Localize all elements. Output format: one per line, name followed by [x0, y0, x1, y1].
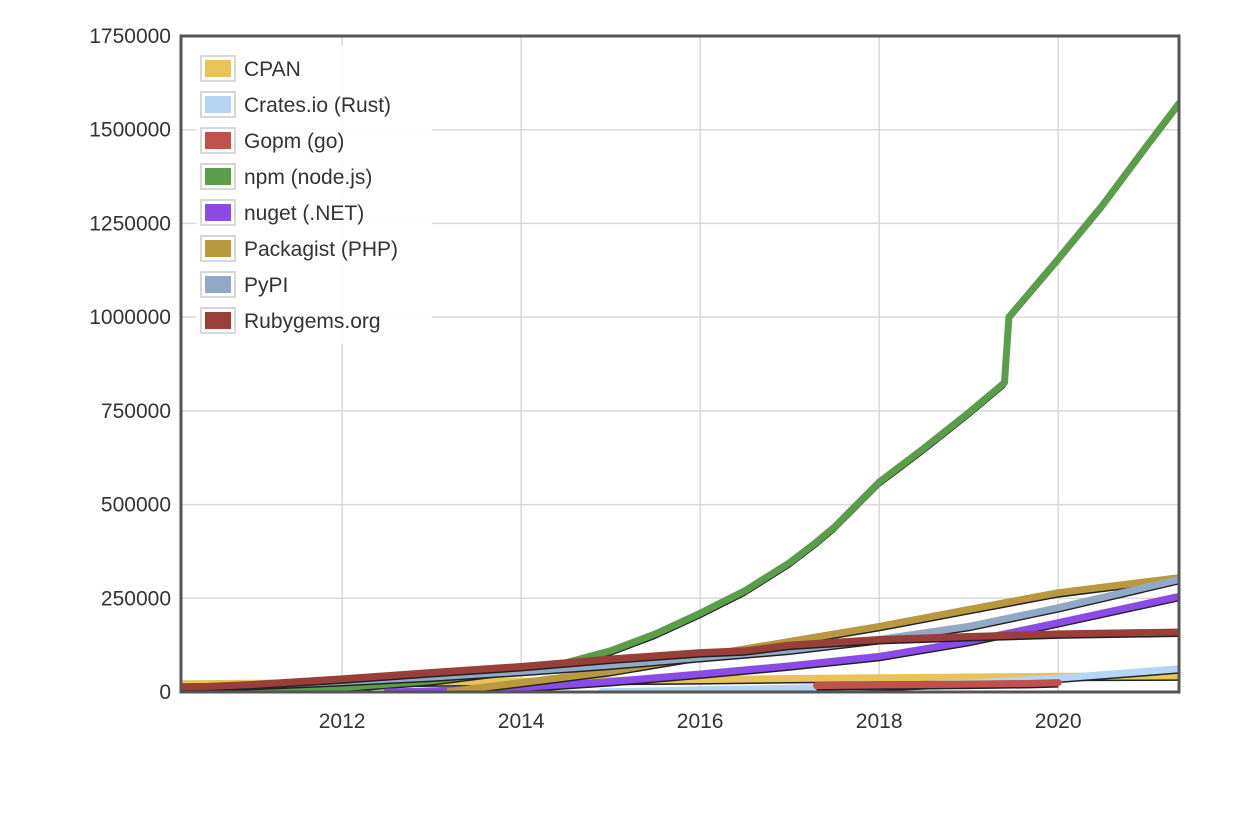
y-tick-label: 1750000: [89, 25, 171, 48]
series-shadow-gopm-go: [816, 685, 1059, 691]
legend-box: [196, 46, 432, 344]
x-tick-label: 2012: [319, 710, 366, 733]
legend-label: Packagist (PHP): [244, 238, 398, 261]
y-tick-label: 1000000: [89, 306, 171, 329]
legend-label: Rubygems.org: [244, 310, 381, 333]
plot-frame: [179, 34, 1181, 694]
legend-swatch: [205, 276, 231, 293]
series-line-packagist-php: [446, 574, 1179, 692]
y-tick-label: 750000: [101, 400, 171, 423]
legend-label: CPAN: [244, 58, 301, 81]
y-tick-label: 1250000: [89, 212, 171, 235]
legend-swatch: [205, 312, 231, 329]
x-tick-label: 2020: [1035, 710, 1082, 733]
legend-swatch: [205, 96, 231, 113]
legend-label: Gopm (go): [244, 130, 344, 153]
series-shadow-rubygems-org: [181, 635, 1179, 692]
y-tick-label: 0: [159, 681, 171, 704]
y-tick-label: 250000: [101, 587, 171, 610]
legend-swatch: [205, 60, 231, 77]
legend-swatch: [205, 132, 231, 149]
legend-swatch: [205, 240, 231, 257]
legend-label: npm (node.js): [244, 166, 372, 189]
legend-label: nuget (.NET): [244, 202, 364, 225]
y-axis-ticks: 0 250000 500000 750000 1000000 1250000 1500000…: [89, 25, 171, 704]
legend-label: PyPI: [244, 274, 288, 297]
series-line-gopm-go: [813, 679, 1062, 690]
series-shadow-pypi: [181, 582, 1179, 692]
y-tick-label: 500000: [101, 494, 171, 517]
y-tick-label: 1500000: [89, 119, 171, 142]
series-lines: [181, 100, 1179, 692]
x-tick-label: 2014: [498, 710, 545, 733]
legend-swatch: [205, 168, 231, 185]
series-line-rubygems-org: [181, 628, 1179, 691]
legend: CPAN Crates.io (Rust) Gopm (go) npm (node.j…: [196, 46, 432, 344]
x-axis-ticks: 2012 2014 2016 2018 2020: [319, 710, 1082, 733]
legend-swatch: [205, 204, 231, 221]
legend-label: Crates.io (Rust): [244, 94, 391, 117]
x-tick-label: 2018: [856, 710, 903, 733]
x-tick-label: 2016: [677, 710, 724, 733]
